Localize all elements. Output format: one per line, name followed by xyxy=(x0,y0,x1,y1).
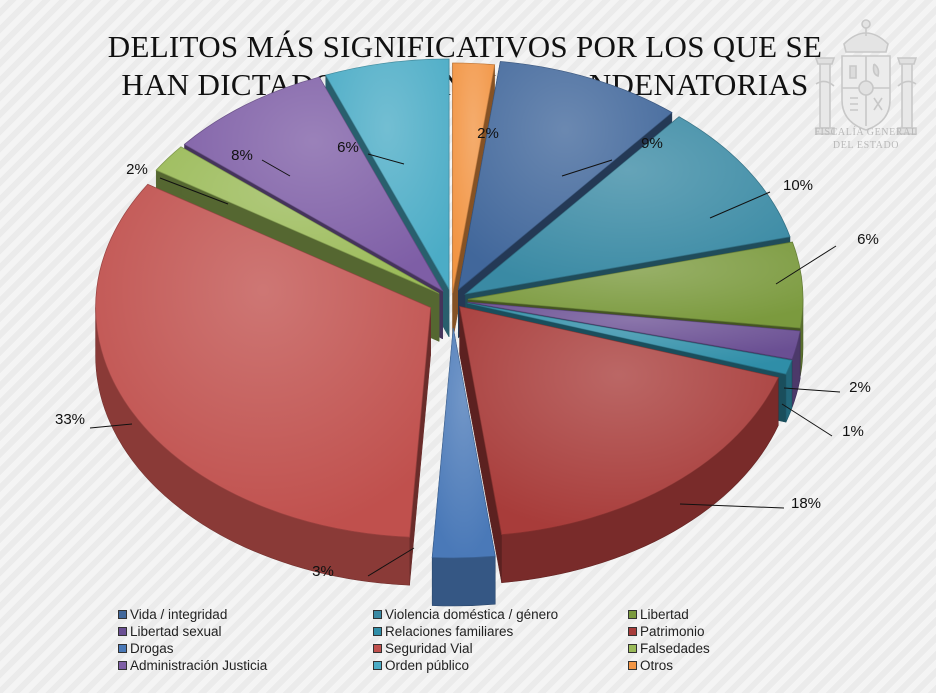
pie-slice-gloss xyxy=(467,302,801,360)
legend-label: Seguridad Vial xyxy=(385,640,473,656)
pie-slice-gloss xyxy=(465,116,790,294)
legend-item: Relaciones familiares xyxy=(373,623,628,639)
pie-slice-outer-wall xyxy=(431,555,496,607)
pie-slice-gloss xyxy=(458,61,672,290)
pie-slice-gloss xyxy=(459,306,779,535)
pie-slice-gloss xyxy=(432,327,496,558)
emblem-caption: FISCALÍA GENERAL DEL ESTADO xyxy=(800,126,932,152)
legend-label: Relaciones familiares xyxy=(385,623,514,639)
legend-swatch-icon xyxy=(118,626,127,636)
chart-title-line-1: DELITOS MÁS SIGNIFICATIVOS POR LOS QUE S… xyxy=(107,29,823,64)
data-label: 18% xyxy=(791,495,821,512)
data-label: 2% xyxy=(477,125,499,142)
pie-slice-gloss xyxy=(467,303,792,375)
pie-slice-gloss xyxy=(156,146,440,294)
data-label: 1% xyxy=(842,423,864,440)
leader-line xyxy=(781,403,833,437)
leader-line xyxy=(775,245,837,285)
pie-slice-9 xyxy=(95,183,432,586)
pie-slice-7 xyxy=(459,305,779,583)
legend-swatch-icon xyxy=(118,609,127,619)
pie-slice-gloss xyxy=(467,242,803,329)
legend-label: Libertad sexual xyxy=(130,623,222,639)
legend-swatch-icon xyxy=(118,660,127,670)
data-label: 9% xyxy=(641,135,663,152)
data-label: 8% xyxy=(231,147,253,164)
data-label: 2% xyxy=(126,161,148,178)
legend-item: Otros xyxy=(628,657,838,673)
legend-item: Falsedades xyxy=(628,640,838,656)
leader-line xyxy=(709,191,771,219)
data-label: 10% xyxy=(783,177,813,194)
legend-label: Administración Justicia xyxy=(130,657,268,673)
legend-swatch-icon xyxy=(628,660,637,670)
data-label: 3% xyxy=(312,563,334,580)
legend-item: Libertad sexual xyxy=(118,623,373,639)
leader-line xyxy=(561,159,613,177)
pie-slice-gloss xyxy=(452,63,495,294)
emblem-caption-line-2: DEL ESTADO xyxy=(832,140,900,151)
leader-line xyxy=(261,159,291,177)
legend-label: Libertad xyxy=(640,606,689,622)
legend-swatch-icon xyxy=(628,609,637,619)
legend-swatch-icon xyxy=(373,609,382,619)
legend-item: Drogas xyxy=(118,640,373,656)
legend-label: Otros xyxy=(640,657,674,673)
legend-swatch-icon xyxy=(373,660,382,670)
pie-slice-1 xyxy=(452,62,496,342)
leader-line xyxy=(367,547,415,577)
chart-legend: Vida / integridad Violencia doméstica / g… xyxy=(118,606,838,673)
pie-slice-8 xyxy=(431,327,496,607)
legend-swatch-icon xyxy=(118,643,127,653)
legend-swatch-icon xyxy=(628,626,637,636)
legend-label: Falsedades xyxy=(640,640,710,656)
legend-label: Drogas xyxy=(130,640,174,656)
legend-swatch-icon xyxy=(373,643,382,653)
pie-slice-gloss xyxy=(325,58,450,289)
leader-line xyxy=(367,153,405,165)
leader-line xyxy=(679,503,785,509)
legend-item: Administración Justicia xyxy=(118,657,373,673)
legend-item: Patrimonio xyxy=(628,623,838,639)
legend-item: Seguridad Vial xyxy=(373,640,628,656)
legend-label: Orden público xyxy=(385,657,470,673)
legend-label: Patrimonio xyxy=(640,623,705,639)
leader-line xyxy=(89,423,133,429)
data-label: 33% xyxy=(55,411,85,428)
legend-item: Violencia doméstica / género xyxy=(373,606,628,622)
data-label: 6% xyxy=(337,139,359,156)
legend-item: Orden público xyxy=(373,657,628,673)
legend-swatch-icon xyxy=(373,626,382,636)
coat-of-arms-icon xyxy=(814,19,918,135)
legend-swatch-icon xyxy=(628,643,637,653)
data-label: 2% xyxy=(849,379,871,396)
leader-line xyxy=(783,387,841,393)
pie-slice-gloss xyxy=(184,77,443,291)
legend-label: Vida / integridad xyxy=(130,606,228,622)
emblem-caption-line-1: FISCALÍA GENERAL xyxy=(814,127,918,138)
legend-item: Libertad xyxy=(628,606,838,622)
pie-slice-gloss xyxy=(95,184,431,538)
data-label: 6% xyxy=(857,231,879,248)
legend-label: Violencia doméstica / género xyxy=(385,606,559,622)
leader-line xyxy=(159,177,229,205)
legend-item: Vida / integridad xyxy=(118,606,373,622)
